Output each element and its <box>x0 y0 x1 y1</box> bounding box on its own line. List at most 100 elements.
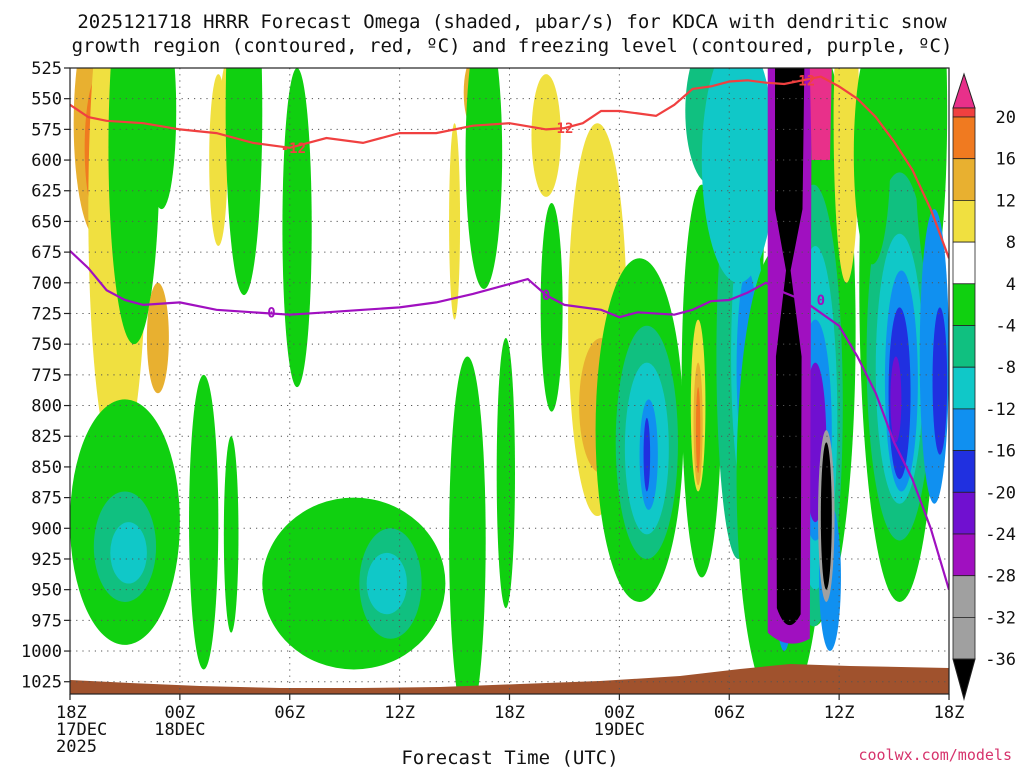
omega-cell-32 <box>643 417 651 492</box>
omega-cell-24 <box>449 356 486 694</box>
colorbar-label-13: -36 <box>985 650 1016 670</box>
contour-label-dendritic-growth-minus12-1: -12 <box>548 121 573 137</box>
y-tick-label-725: 725 <box>31 304 62 324</box>
colorbar-label-0: 20 <box>996 108 1016 128</box>
grid <box>70 68 949 694</box>
omega-cell-36 <box>695 387 701 474</box>
x-tick-label-5-1: 19DEC <box>594 720 645 740</box>
y-tick-label-800: 800 <box>31 397 62 417</box>
colorbar: 20 16 12 8 4 -4 -8 -12 -16 -20 -24 -28 -32 -36 <box>952 72 1016 701</box>
omega-cell-43 <box>701 68 776 283</box>
y-tick-label-650: 650 <box>31 212 62 232</box>
omega-cell-23 <box>366 552 407 615</box>
x-tick-label-2-0: 06Z <box>274 703 305 723</box>
x-tick-label-3-0: 12Z <box>384 703 415 723</box>
y-tick-label-700: 700 <box>31 274 62 294</box>
x-tick-label-1-0: 00Z <box>165 703 196 723</box>
x-axis-label: Forecast Time (UTC) <box>401 747 618 768</box>
colorbar-bottom-arrow <box>952 658 976 701</box>
omega-cell-6 <box>146 282 169 394</box>
colorbar-bin-9 <box>952 408 976 451</box>
contours: -12 -12 -12 0 0 0 <box>70 73 949 591</box>
x-tick-label-8-0: 18Z <box>934 703 965 723</box>
y-tick-label-625: 625 <box>31 182 62 202</box>
colorbar-bin-3 <box>952 158 976 201</box>
y-tick-label-575: 575 <box>31 120 62 140</box>
y-tick-label-750: 750 <box>31 335 62 355</box>
x-tick-label-4-0: 18Z <box>494 703 525 723</box>
y-tick-label-900: 900 <box>31 519 62 539</box>
x-tick-label-1-1: 18DEC <box>154 720 205 740</box>
plot-area: -12 -12 -12 0 0 0 <box>70 68 949 694</box>
omega-cell-15 <box>540 203 563 412</box>
omega-cell-18 <box>110 522 147 584</box>
contour-label-dendritic-growth-minus12-2: -12 <box>790 73 815 89</box>
omega-cell-12 <box>465 68 503 289</box>
omega-cell-56 <box>890 356 902 443</box>
y-tick-label-1025: 1025 <box>21 673 62 693</box>
chart-title-line-2: growth region (contoured, red, ºC) and f… <box>72 35 953 57</box>
omega-cell-13 <box>531 74 561 197</box>
omega-cell-5 <box>146 68 177 210</box>
omega-cell-4 <box>108 68 160 345</box>
y-tick-label-925: 925 <box>31 550 62 570</box>
colorbar-bin-last <box>952 617 976 660</box>
contour-label-freezing-level-0-1: 0 <box>542 288 550 304</box>
y-tick-label-675: 675 <box>31 243 62 263</box>
colorbar-bin-12 <box>952 533 976 577</box>
y-tick-label-1000: 1000 <box>21 642 62 662</box>
colorbar-bin-8 <box>952 366 976 410</box>
colorbar-label-6: -8 <box>996 358 1016 378</box>
x-tick-label-7-0: 12Z <box>824 703 855 723</box>
terrain-ground <box>70 664 949 694</box>
y-tick-label-525: 525 <box>31 59 62 79</box>
colorbar-bin-11 <box>952 491 976 535</box>
omega-cell-20 <box>223 436 239 633</box>
x-tick-label-0-1: 17DEC <box>56 720 107 740</box>
omega-cell-10 <box>282 68 312 388</box>
omega-cell-black <box>820 442 832 590</box>
colorbar-bin-4 <box>952 199 976 243</box>
colorbar-label-3: 8 <box>1006 233 1016 253</box>
colorbar-bin-10 <box>952 450 976 493</box>
omega-upper-magenta <box>809 68 832 161</box>
y-tick-label-550: 550 <box>31 90 62 110</box>
colorbar-label-10: -24 <box>985 525 1016 545</box>
x-tick-label-5-0: 00Z <box>604 703 635 723</box>
colorbar-label-7: -12 <box>985 400 1016 420</box>
y-axis: 525 550 575 600 625 650 675 700 725 750 775 800 825 8… <box>21 59 70 693</box>
colorbar-label-5: -4 <box>996 317 1016 337</box>
y-tick-label-775: 775 <box>31 366 62 386</box>
y-tick-label-850: 850 <box>31 458 62 478</box>
omega-shading <box>70 68 949 694</box>
y-tick-label-825: 825 <box>31 427 62 447</box>
colorbar-top-arrow <box>952 72 976 109</box>
contour-label-freezing-level-0-0: 0 <box>267 305 275 321</box>
colorbar-bin-1 <box>952 107 976 118</box>
colorbar-label-1: 16 <box>996 150 1016 170</box>
credit-text: coolwx.com/models <box>858 746 1012 764</box>
chart-title-line-1: 2025121718 HRRR Forecast Omega (shaded, … <box>77 11 947 33</box>
colorbar-bin-2 <box>952 116 976 160</box>
omega-cell-50 <box>833 68 860 283</box>
colorbar-bin-6 <box>952 283 976 326</box>
x-tick-label-0-0: 18Z <box>56 703 87 723</box>
contour-freezing-level-0 <box>70 250 949 591</box>
contour-dendritic-growth-minus12 <box>70 75 949 259</box>
colorbar-bin-5 <box>952 241 976 285</box>
y-tick-label-950: 950 <box>31 581 62 601</box>
colorbar-bin-7 <box>952 325 976 368</box>
contour-label-freezing-level-0-2: 0 <box>817 293 825 309</box>
y-tick-label-975: 975 <box>31 611 62 631</box>
colorbar-label-2: 12 <box>996 191 1016 211</box>
x-tick-label-0-2: 2025 <box>56 737 97 757</box>
colorbar-label-8: -16 <box>985 442 1016 462</box>
colorbar-label-9: -20 <box>985 483 1016 503</box>
omega-cell-25 <box>496 338 515 609</box>
colorbar-label-12: -32 <box>985 608 1016 628</box>
y-tick-label-600: 600 <box>31 151 62 171</box>
colorbar-label-4: 4 <box>1006 275 1016 295</box>
omega-cell-59 <box>932 307 948 455</box>
omega-cell-60 <box>853 68 891 265</box>
